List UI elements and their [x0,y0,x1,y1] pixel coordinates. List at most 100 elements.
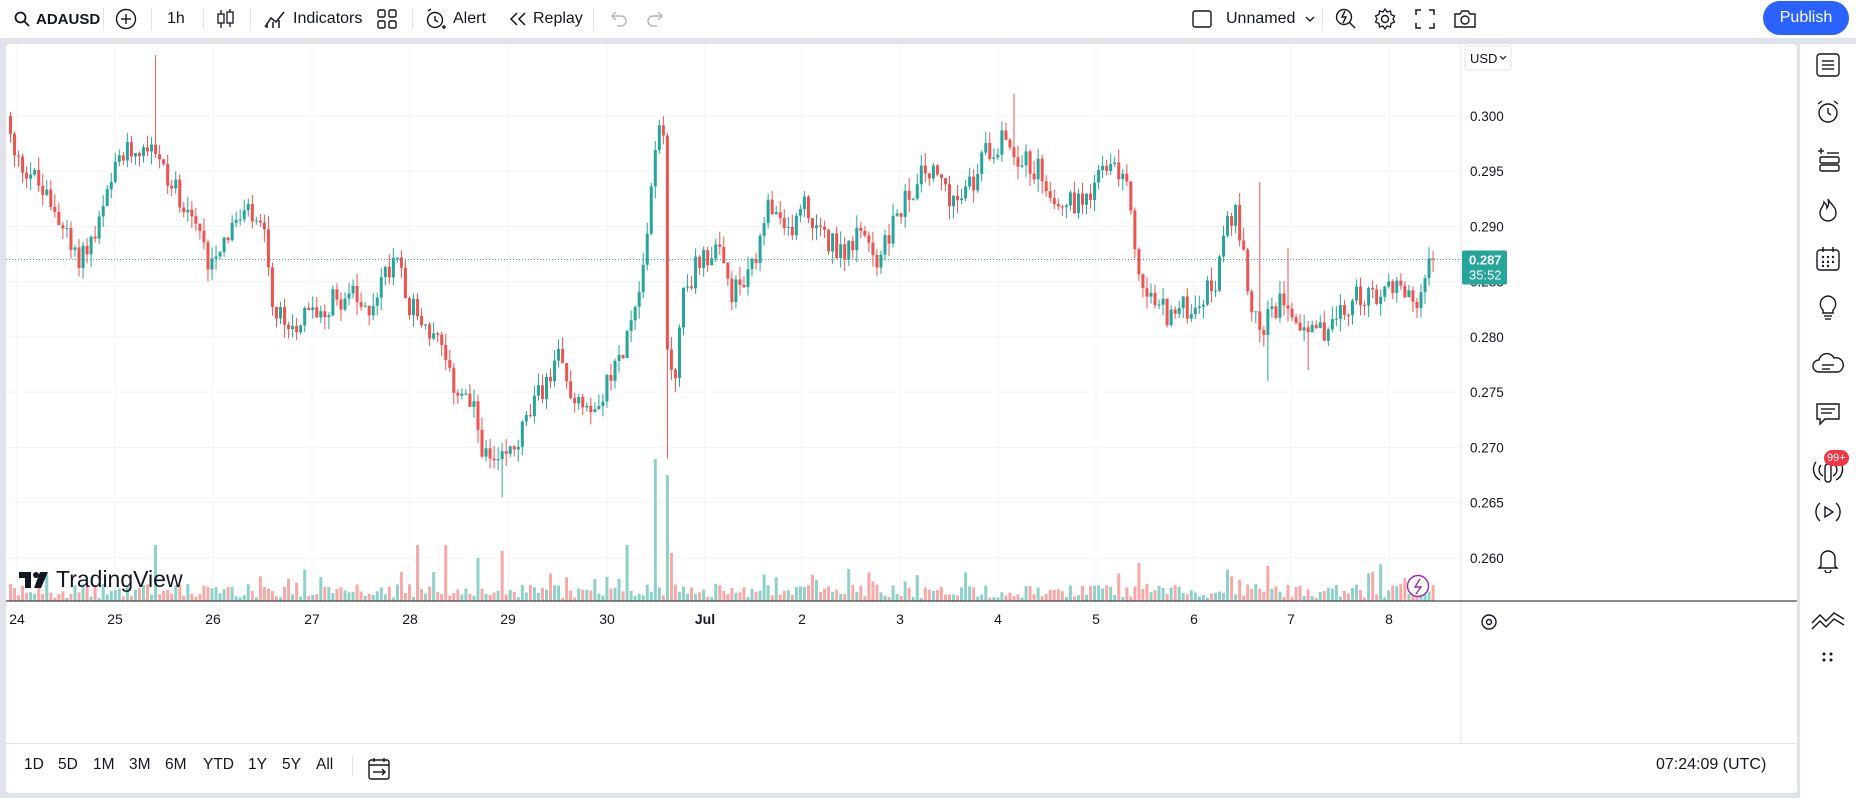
streams-button[interactable]: 99+ [1810,450,1849,484]
time-tick: 26 [205,611,221,627]
candle [653,149,657,187]
live-button[interactable] [1815,499,1841,525]
currency-selector[interactable] [1464,45,1512,71]
interval-button[interactable]: 1h [167,0,185,38]
ideas-button[interactable] [1815,294,1841,320]
publish-button[interactable]: Publish [1763,1,1849,35]
templates-button[interactable] [376,0,398,38]
candle [766,199,770,224]
candle [682,287,686,328]
candle [730,278,734,303]
volume-bar [1056,589,1060,601]
lightning-icon[interactable] [1406,574,1430,598]
goto-date-button[interactable] [367,757,393,786]
chart-pane[interactable]: 0.3000.2950.2900.2850.2800.2750.2700.265… [6,44,1797,793]
undo-button[interactable] [608,0,628,38]
candle [1137,249,1141,275]
volume-bar [182,595,186,601]
volume-bar [367,593,371,601]
volume-bar [984,585,988,601]
candle [790,226,794,236]
volume-bar [528,585,532,601]
quick-search-button[interactable] [1334,0,1356,38]
candle [641,264,645,292]
candle [823,226,827,230]
volume-bar [129,596,133,601]
hotlists-button[interactable] [1815,197,1841,223]
scale-settings-icon[interactable] [1481,614,1497,630]
price-chart[interactable]: 0.3000.2950.2900.2850.2800.2750.2700.265… [6,44,1797,744]
volume-bar [1201,595,1205,601]
replay-button[interactable]: Replay [509,0,583,38]
volume-bar [871,581,875,601]
object-tree-button[interactable] [1815,147,1841,173]
square-icon [1192,10,1212,28]
indicators-button[interactable]: Indicators [264,0,362,38]
range-5y[interactable]: 5Y [282,756,301,773]
volume-bar [1141,588,1145,601]
candle [355,285,359,303]
snapshot-button[interactable] [1453,0,1477,38]
range-3m[interactable]: 3M [129,756,151,773]
pine-editor-button[interactable] [1811,609,1845,635]
range-1m[interactable]: 1M [93,756,115,773]
layout-name-menu[interactable]: Unnamed [1226,0,1315,38]
range-all[interactable]: All [316,756,334,773]
candle [549,376,553,382]
range-5d[interactable]: 5D [58,756,78,773]
range-ytd[interactable]: YTD [203,756,234,773]
candle [53,206,57,212]
range-1d[interactable]: 1D [24,756,44,773]
range-1y[interactable]: 1Y [248,756,267,773]
range-6m[interactable]: 6M [165,756,187,773]
volume-bar [1117,573,1121,601]
volume-bar [939,586,943,601]
candle [37,169,41,186]
candle [1121,173,1125,180]
volume-bar [1330,588,1334,601]
candle [129,142,133,157]
volume-bar [617,578,621,601]
alert-button[interactable]: Alert [425,0,486,38]
volume-bar [113,590,117,601]
volume-bar [665,475,669,601]
volume-bar [89,596,93,601]
candle [859,227,863,231]
candle [307,307,311,311]
clock-timezone[interactable]: 07:24:09 (UTC) [1656,756,1767,773]
divider [1322,8,1323,30]
chart-type-button[interactable] [216,0,236,38]
volume-bar [931,591,935,601]
layout-toggle[interactable] [1191,0,1213,38]
candle [492,458,496,461]
notifications-button[interactable] [1815,547,1841,574]
calendar-button[interactable] [1815,246,1841,272]
redo-button[interactable] [646,0,666,38]
candle [476,401,480,430]
settings-button[interactable] [1373,0,1397,38]
candle [1359,286,1363,305]
minds-button[interactable] [1811,352,1845,378]
volume-bar [1012,596,1016,601]
volume-bar [778,594,782,601]
candle [762,223,766,236]
chevron-down-icon [1305,16,1315,22]
candle [1097,170,1101,183]
candle [65,228,69,230]
chats-button[interactable] [1815,401,1841,427]
candle [1165,298,1169,326]
more-button[interactable] [1815,650,1841,664]
volume-bar [714,584,718,601]
volume-bar [597,593,601,601]
volume-bar [1085,594,1089,601]
candle [1375,289,1379,305]
volume-bar [1306,589,1310,601]
alerts-button[interactable] [1815,99,1841,125]
alert-label: Alert [453,10,486,27]
fullscreen-button[interactable] [1415,0,1435,38]
candle [21,156,25,173]
candle [1105,165,1109,171]
symbol-search[interactable]: ADAUSD [14,0,100,38]
watchlist-button[interactable] [1815,52,1841,78]
compare-button[interactable] [115,0,137,38]
